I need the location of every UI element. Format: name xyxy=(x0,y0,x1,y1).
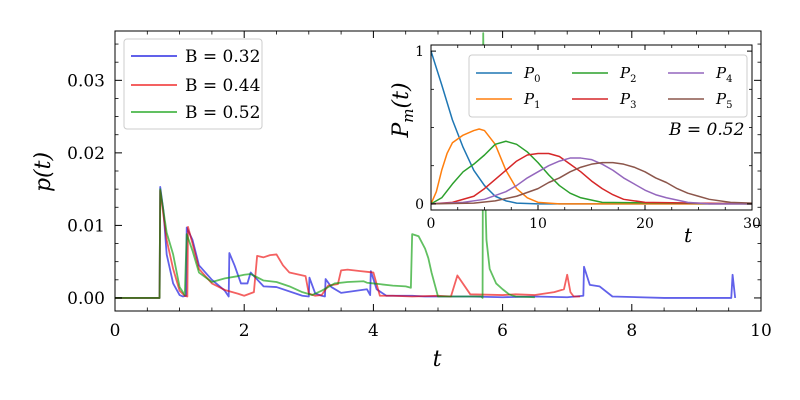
y-tick-label: 0.03 xyxy=(67,71,105,91)
x-tick-label: 4 xyxy=(368,321,379,341)
inset-legend: P0 P1 P2 P3 P4 P5 xyxy=(468,54,748,118)
x-tick-label: 8 xyxy=(626,321,637,341)
main-legend-box xyxy=(123,38,263,130)
legend-label-b044: B = 0.44 xyxy=(185,76,260,96)
inset-legend-items: P0 P1 P2 P3 P4 P5 xyxy=(476,64,732,111)
inset-plot-ticks: 0 10 20 30 0 1 xyxy=(415,44,761,232)
inset-legend-label-p2: P2 xyxy=(619,64,636,85)
inset-series-line-p0 xyxy=(430,50,752,205)
inset-x-tick-label: 10 xyxy=(529,216,547,232)
x-tick-label: 6 xyxy=(497,321,508,341)
inset-series-line-p3 xyxy=(430,152,753,205)
inset-legend-label-p4: P4 xyxy=(715,64,732,85)
inset-x-tick-label: 20 xyxy=(636,216,654,232)
inset-y-tick-label: 1 xyxy=(415,44,424,60)
inset-series-line-p2 xyxy=(430,140,753,205)
y-tick-label: 0.02 xyxy=(67,144,105,164)
inset-series-line-p5 xyxy=(430,161,753,205)
main-plot-series xyxy=(115,32,737,299)
y-tick-label: 0.01 xyxy=(67,216,105,236)
series-line-b-0-44 xyxy=(115,189,581,299)
inset-plot-series xyxy=(430,50,753,205)
inset-x-tick-label: 0 xyxy=(427,216,436,232)
legend-label-b052: B = 0.52 xyxy=(185,103,260,123)
inset-x-axis-label: t xyxy=(684,223,693,247)
x-tick-label: 10 xyxy=(750,321,772,341)
inset-legend-label-p0: P0 xyxy=(523,64,540,85)
legend-label-b032: B = 0.32 xyxy=(185,47,260,67)
inset-series-line-p1 xyxy=(430,128,752,205)
main-x-axis-label: t xyxy=(433,347,442,372)
inset-legend-box xyxy=(468,54,748,118)
y-tick-label: 0.00 xyxy=(67,289,105,309)
main-legend: B = 0.32 B = 0.44 B = 0.52 xyxy=(123,38,263,130)
inset-legend-label-p3: P3 xyxy=(619,90,636,111)
main-y-axis-label: p(t) xyxy=(31,152,56,192)
inset-x-tick-label: 30 xyxy=(743,216,761,232)
inset-annotation: B = 0.52 xyxy=(668,120,744,140)
x-tick-label: 0 xyxy=(110,321,121,341)
inset-series-line-p4 xyxy=(430,157,752,205)
inset-legend-label-p1: P1 xyxy=(523,90,540,111)
inset-y-tick-label: 0 xyxy=(415,197,424,213)
inset-legend-label-p5: P5 xyxy=(715,90,732,111)
series-line-b-0-52 xyxy=(115,32,535,299)
x-tick-label: 2 xyxy=(239,321,250,341)
main-plot-ticks: 0 2 4 6 8 100.000.010.020.03 xyxy=(67,31,772,341)
